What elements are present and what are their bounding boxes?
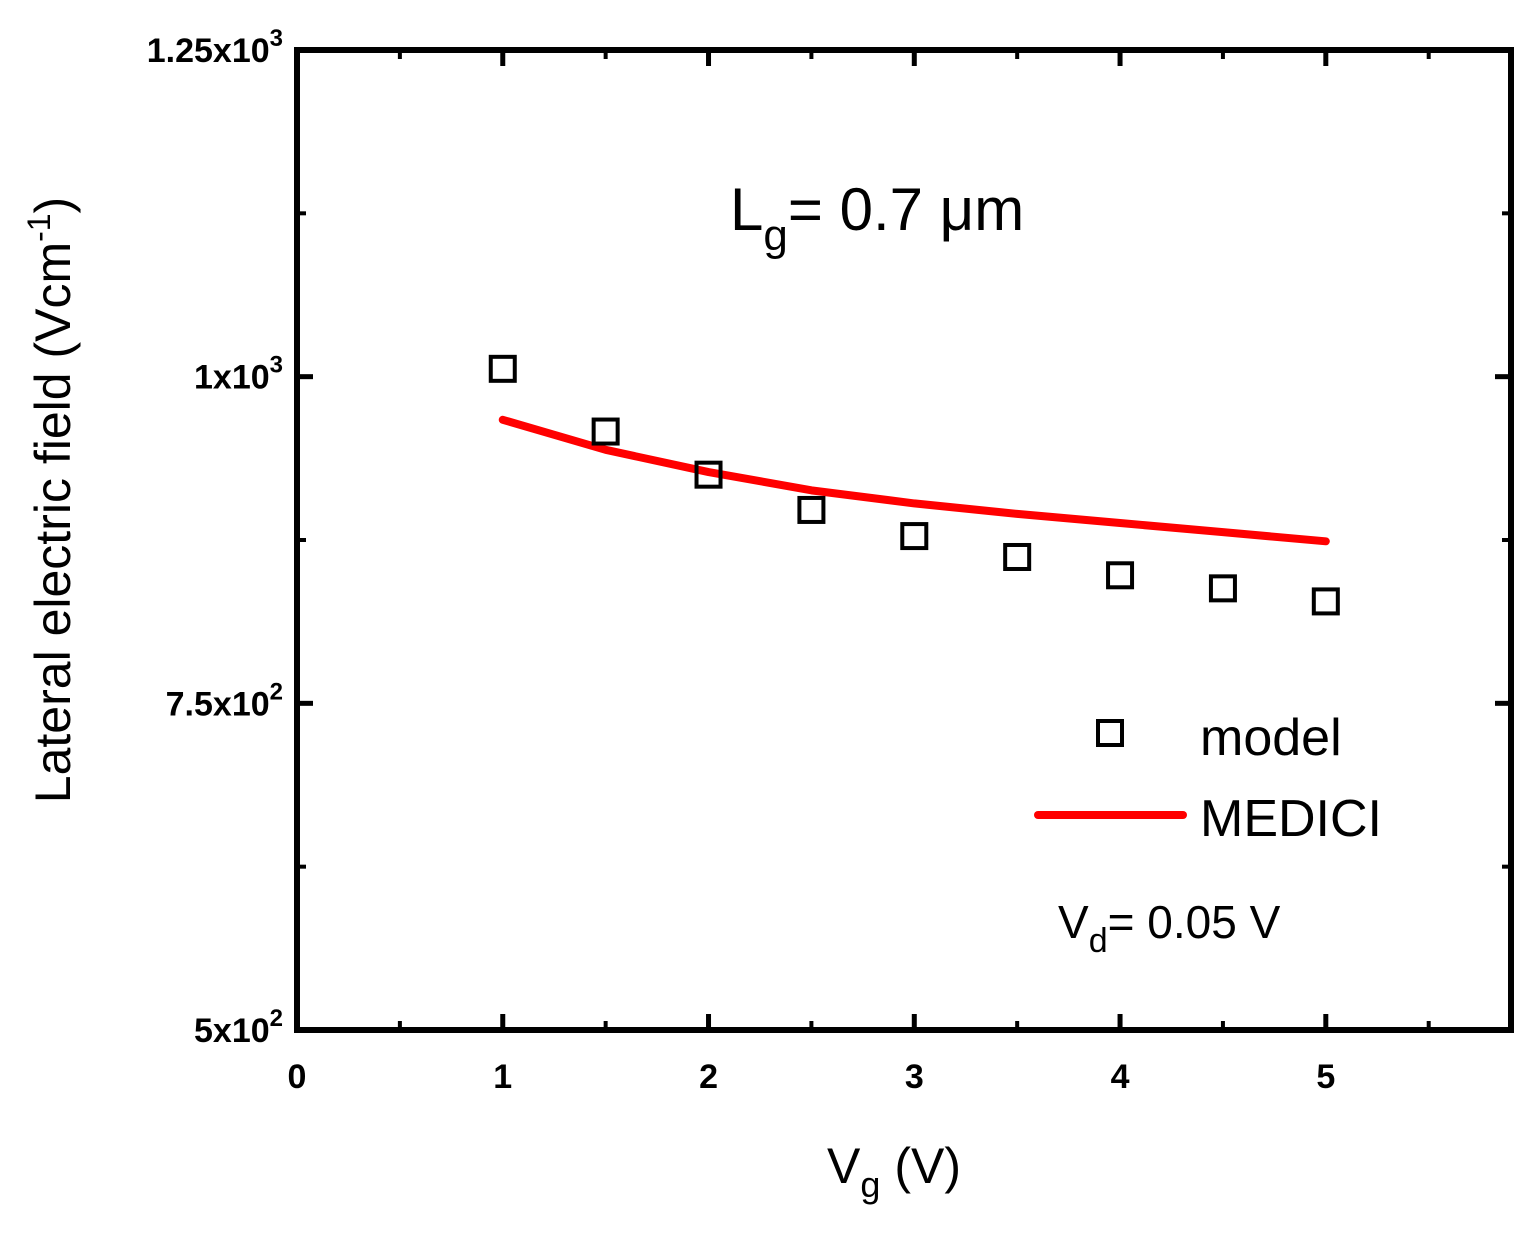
annotation-gate-length-rest: = 0.7 μm <box>788 176 1024 243</box>
x-axis-title-rest: (V) <box>880 1138 961 1194</box>
annotation-drain-voltage-main: V <box>1058 896 1089 948</box>
plot-frame <box>294 47 1514 1033</box>
x-axis-title: Vg (V) <box>827 1138 961 1205</box>
data-point-model <box>1106 561 1135 590</box>
data-point-model <box>694 460 723 489</box>
y-tick-label: 5x102 <box>194 1005 283 1050</box>
annotation-drain-voltage: Vd= 0.05 V <box>1058 896 1281 960</box>
legend-label-medici: MEDICI <box>1200 790 1382 848</box>
y-axis-title: Lateral electric field (Vcm-1) <box>21 197 81 803</box>
y-tick-labels: 5x102 7.5x102 1x103 1.25x103 <box>147 25 283 1050</box>
annotation-gate-length: Lg= 0.7 μm <box>730 176 1024 260</box>
data-point-model <box>797 495 826 524</box>
x-tick-label: 0 <box>288 1058 307 1096</box>
annotation-gate-length-sub: g <box>763 211 787 260</box>
legend-marker-model <box>1096 719 1124 747</box>
y-axis-title-rest: ) <box>25 197 81 214</box>
plot-series <box>488 354 1340 616</box>
x-tick-labels: 0 1 2 3 4 5 <box>288 1058 1336 1096</box>
data-point-model <box>1311 587 1340 616</box>
data-point-model <box>900 522 929 551</box>
y-tick-label: 1x103 <box>194 352 283 397</box>
y-tick-label: 7.5x102 <box>166 678 283 723</box>
annotation-drain-voltage-rest: = 0.05 V <box>1108 896 1281 948</box>
y-axis-title-main: Lateral electric field (Vcm <box>25 242 81 803</box>
x-axis-title-sub: g <box>860 1164 880 1205</box>
x-tick-label: 2 <box>699 1058 718 1096</box>
data-point-model <box>1003 542 1032 571</box>
x-axis-title-main: V <box>827 1138 861 1194</box>
x-tick-label: 5 <box>1316 1058 1335 1096</box>
series-line-medici <box>498 415 1330 546</box>
data-point-model <box>1208 574 1237 603</box>
x-tick-label: 3 <box>905 1058 924 1096</box>
legend: model MEDICI <box>1034 709 1382 848</box>
annotation-gate-length-main: L <box>730 176 763 243</box>
annotation-drain-voltage-sub: d <box>1089 922 1108 960</box>
y-tick-label: 1.25x103 <box>147 25 283 70</box>
data-point-model <box>488 354 517 383</box>
x-tick-label: 4 <box>1111 1058 1130 1096</box>
legend-label-model: model <box>1200 709 1342 767</box>
data-point-model <box>591 417 620 446</box>
x-tick-label: 1 <box>493 1058 512 1096</box>
y-axis-title-sup: -1 <box>21 213 57 241</box>
